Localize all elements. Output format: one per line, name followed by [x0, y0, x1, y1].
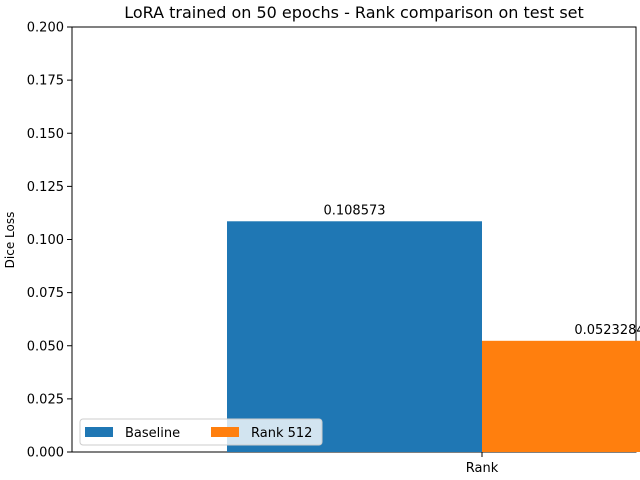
x-tick-label: Rank	[466, 461, 499, 476]
bar-value-label: 0.108573	[323, 203, 385, 218]
bar-rank-512	[482, 340, 640, 452]
y-tick-label: 0.200	[27, 21, 64, 36]
y-tick-label: 0.050	[27, 339, 64, 354]
y-tick-label: 0.000	[27, 446, 64, 461]
y-tick-label: 0.075	[27, 286, 64, 301]
legend-box	[79, 418, 323, 446]
y-tick-label: 0.150	[27, 127, 64, 142]
bars: 0.108573 0.0523284	[227, 203, 640, 452]
legend-label: Rank 512	[251, 426, 312, 441]
legend-label: Baseline	[125, 426, 180, 441]
y-tick-label: 0.125	[27, 180, 64, 195]
legend-swatch	[85, 427, 113, 437]
y-tick-label: 0.025	[27, 392, 64, 407]
y-tick-label: 0.100	[27, 233, 64, 248]
legend: Baseline Rank 512	[79, 418, 323, 446]
y-tick-label: 0.175	[27, 74, 64, 89]
chart-title: LoRA trained on 50 epochs - Rank compari…	[124, 3, 584, 22]
bar-baseline	[227, 221, 482, 452]
bar-value-label: 0.0523284	[574, 323, 640, 338]
axes: 0.000 0.025 0.050 0.075 0.100 0.125 0.150 0.175…	[27, 21, 637, 476]
y-axis-label: Dice Loss	[3, 212, 17, 269]
legend-swatch	[211, 427, 239, 437]
